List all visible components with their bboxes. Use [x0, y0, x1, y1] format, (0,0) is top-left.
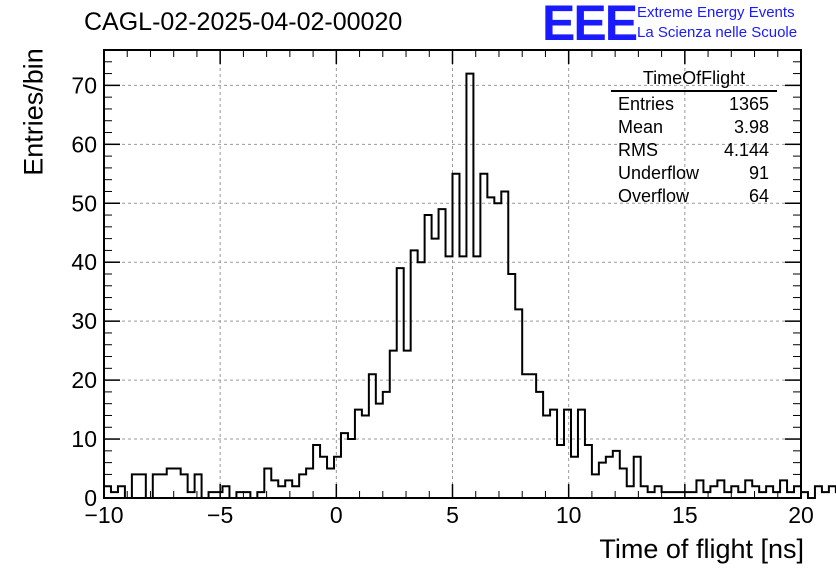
x-tick-label: −10	[84, 502, 123, 528]
y-tick-label: 30	[71, 308, 97, 334]
logo-caption: Extreme Energy Events La Scienza nelle S…	[637, 3, 797, 43]
stats-row-mean: Mean 3.98	[611, 116, 777, 139]
y-axis-label: Entries/bin	[18, 48, 49, 176]
stats-value: 64	[748, 186, 769, 206]
y-tick-label: 20	[71, 367, 97, 393]
stats-box: TimeOfFlight Entries 1365 Mean 3.98 RMS 4.144…	[611, 67, 777, 208]
logo-caption-line2: La Scienza nelle Scuole	[637, 24, 798, 41]
eee-logo: EEE	[542, 0, 638, 51]
x-tick-labels: −10 −5 0 5 10 15 20	[84, 502, 813, 528]
stats-value: 4.144	[723, 140, 769, 160]
axis-ticks	[103, 49, 802, 499]
x-tick-label: −5	[207, 502, 233, 528]
stats-label: Mean	[618, 117, 664, 137]
x-tick-label: 15	[672, 502, 698, 528]
stats-row-entries: Entries 1365	[611, 93, 777, 116]
stats-row-overflow: Overflow 64	[611, 185, 777, 208]
y-tick-label: 60	[71, 131, 97, 157]
y-tick-label: 50	[71, 190, 97, 216]
stats-row-rms: RMS 4.144	[611, 139, 777, 162]
stats-value: 91	[748, 163, 769, 183]
x-tick-label: 0	[330, 502, 343, 528]
histogram-series	[104, 72, 836, 499]
histogram-title: CAGL-02-2025-04-02-00020	[84, 8, 403, 36]
stats-rows: Entries 1365 Mean 3.98 RMS 4.144 Underflow 91 Ov…	[611, 93, 777, 208]
x-tick-label: 5	[446, 502, 459, 528]
stats-row-underflow: Underflow 91	[611, 162, 777, 185]
logo-caption-line1: Extreme Energy Events	[637, 4, 795, 21]
stats-label: Entries	[618, 94, 675, 114]
y-tick-label: 0	[84, 485, 97, 511]
y-tick-label: 40	[71, 249, 97, 275]
stats-value: 3.98	[733, 117, 769, 137]
y-tick-label: 70	[71, 72, 97, 98]
stats-title: TimeOfFlight	[611, 67, 777, 92]
stats-label: Underflow	[618, 163, 700, 183]
stats-value: 1365	[728, 94, 769, 114]
x-tick-label: 20	[788, 502, 814, 528]
y-tick-label: 10	[71, 426, 97, 452]
y-tick-labels: 0 10 20 30 40 50 60 70	[71, 72, 97, 511]
x-axis-label: Time of flight [ns]	[599, 534, 804, 564]
stats-label: RMS	[618, 140, 658, 160]
stats-label: Overflow	[618, 186, 690, 206]
x-tick-label: 10	[556, 502, 582, 528]
